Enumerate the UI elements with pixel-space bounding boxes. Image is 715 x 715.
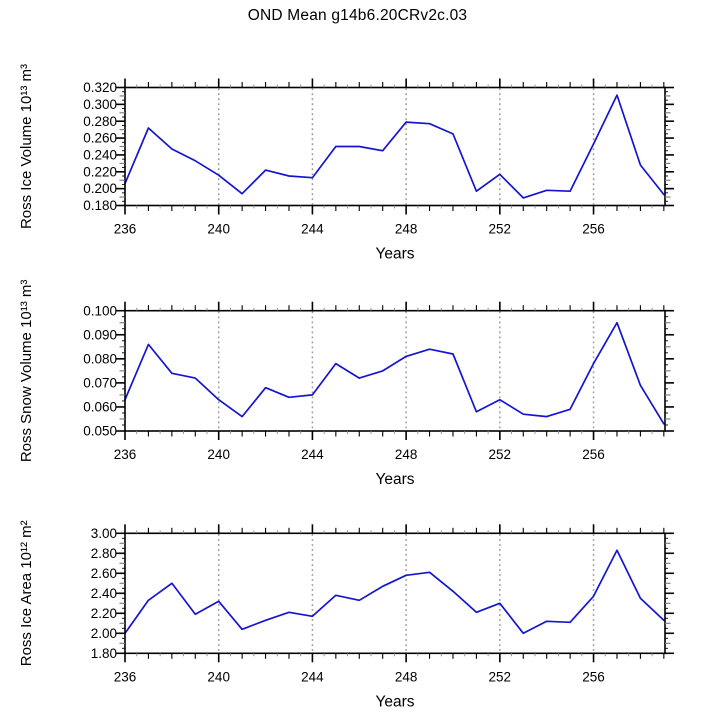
y-tick-label: 0.090 xyxy=(83,327,117,342)
y-tick-label: 2.80 xyxy=(91,546,117,561)
y-tick-label: 0.180 xyxy=(83,198,117,213)
x-tick-label: 248 xyxy=(395,669,418,684)
x-tick-label: 244 xyxy=(301,447,324,462)
x-tick-label: 240 xyxy=(207,222,230,237)
y-tick-label: 2.20 xyxy=(91,606,117,621)
x-tick-label: 244 xyxy=(301,222,324,237)
x-tick-label: 240 xyxy=(207,447,230,462)
x-tick-label: 256 xyxy=(582,222,605,237)
y-tick-label: 0.260 xyxy=(83,131,117,146)
x-tick-label: 256 xyxy=(582,447,605,462)
y-tick-label: 0.280 xyxy=(83,114,117,129)
x-tick-label: 244 xyxy=(301,669,324,684)
y-tick-label: 0.220 xyxy=(83,164,117,179)
x-axis-label: Years xyxy=(375,693,414,710)
data-line-ross-snow-volume xyxy=(124,321,665,425)
y-tick-label: 0.060 xyxy=(83,400,117,415)
y-tick-label: 2.40 xyxy=(91,586,117,601)
chart-ross-ice-area: 236 240 244 248 252 256 1.80 2.00 2.20 2.40 2.60 2.… xyxy=(18,520,674,710)
x-tick-label: 252 xyxy=(489,669,512,684)
y-tick-label: 0.320 xyxy=(83,80,117,95)
y-axis-label: Ross Ice Volume 10¹³ m³ xyxy=(18,64,35,229)
y-tick-label: 0.070 xyxy=(83,376,117,391)
data-line-ross-ice-area xyxy=(124,549,665,635)
x-tick-label: 252 xyxy=(489,222,512,237)
x-tick-label: 248 xyxy=(395,447,418,462)
y-tick-label: 3.00 xyxy=(91,526,117,541)
x-tick-label: 252 xyxy=(489,447,512,462)
y-tick-label: 0.200 xyxy=(83,181,117,196)
y-tick-label: 0.050 xyxy=(83,424,117,439)
plot-title: OND Mean g14b6.20CRv2c.03 xyxy=(247,7,468,24)
x-tick-label: 236 xyxy=(114,669,137,684)
x-tick-label: 236 xyxy=(114,447,137,462)
y-tick-label: 0.080 xyxy=(83,351,117,366)
x-tick-label: 236 xyxy=(114,222,137,237)
x-tick-label: 248 xyxy=(395,222,418,237)
y-tick-label: 2.00 xyxy=(91,626,117,641)
y-tick-label: 0.100 xyxy=(83,303,117,318)
x-tick-label: 256 xyxy=(582,669,605,684)
data-line-ross-ice-volume xyxy=(124,94,665,199)
y-tick-label: 0.240 xyxy=(83,148,117,163)
x-axis-label: Years xyxy=(375,471,414,488)
y-tick-label: 2.60 xyxy=(91,566,117,581)
plot-box xyxy=(124,532,666,655)
y-tick-label: 0.300 xyxy=(83,97,117,112)
x-axis-label: Years xyxy=(375,246,414,263)
x-tick-label: 240 xyxy=(207,669,230,684)
plot-box xyxy=(124,86,666,207)
y-tick-label: 1.80 xyxy=(91,646,117,661)
y-axis-label: Ross Snow Volume 10¹³ m³ xyxy=(18,280,35,463)
chart-ross-snow-volume: 236 240 244 248 252 256 0.050 0.060 0.070 0.080 0.… xyxy=(18,280,674,488)
plot-box xyxy=(124,309,666,432)
y-axis-label: Ross Ice Area 10¹² m² xyxy=(18,520,35,666)
